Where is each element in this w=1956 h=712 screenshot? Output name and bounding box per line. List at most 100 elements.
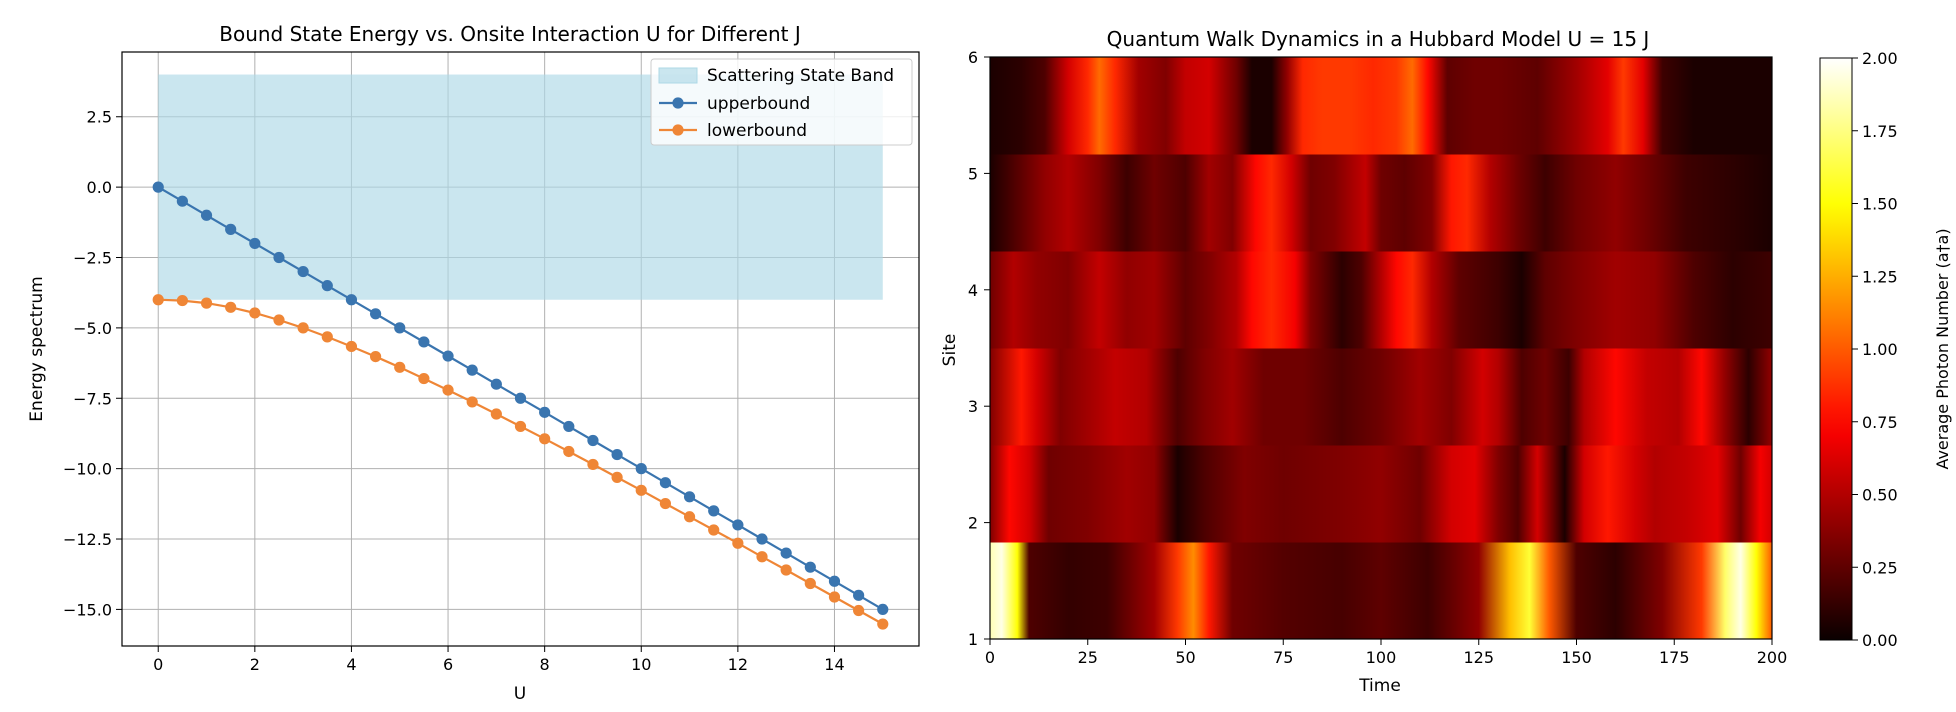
heatmap-rows xyxy=(990,57,1772,640)
line-chart-legend: Scattering State Band upperbound lowerboun… xyxy=(650,58,913,146)
y-tick-label: −7.5 xyxy=(73,389,112,408)
lowerbound-point xyxy=(683,511,696,523)
lowerbound-point xyxy=(152,294,164,306)
series-lowerbound xyxy=(152,294,889,630)
upperbound-point xyxy=(273,251,285,264)
lowerbound-point xyxy=(394,361,406,373)
heatmap-row-site-4 xyxy=(990,251,1772,349)
upperbound-point xyxy=(756,533,768,545)
heatmap-y-tick-label: 3 xyxy=(968,397,978,416)
lowerbound-point xyxy=(611,471,623,483)
upperbound-point xyxy=(635,463,647,475)
line-chart-panel: Bound State Energy vs. Onsite Interactio… xyxy=(27,22,920,704)
upperbound-point xyxy=(514,392,527,404)
y-tick-label: −2.5 xyxy=(73,249,112,268)
lowerbound-point xyxy=(708,524,720,536)
series-upperbound xyxy=(152,181,889,616)
colorbar-tick-label: 0.75 xyxy=(1862,413,1898,432)
lowerbound-point xyxy=(828,591,841,603)
x-tick-label: 10 xyxy=(631,655,651,674)
colorbar-tick-label: 1.00 xyxy=(1862,340,1898,359)
colorbar-tick-label: 0.25 xyxy=(1862,558,1898,577)
colorbar xyxy=(1820,58,1852,640)
line-chart-ylabel: Energy spectrum xyxy=(27,276,47,421)
lowerbound-point xyxy=(514,420,527,433)
heatmap-xlabel: Time xyxy=(1358,676,1401,696)
upperbound-point xyxy=(563,420,575,433)
y-tick-label: 0.0 xyxy=(87,178,112,197)
upperbound-point xyxy=(611,448,623,461)
heatmap-x-tick-label: 200 xyxy=(1757,648,1788,667)
heatmap-y-tick-label: 1 xyxy=(968,630,978,649)
x-tick-label: 14 xyxy=(824,655,844,674)
upperbound-point xyxy=(853,589,865,601)
upperbound-point xyxy=(345,294,358,306)
upperbound-point xyxy=(442,350,454,362)
upperbound-point xyxy=(732,519,744,531)
colorbar-tick-label: 0.00 xyxy=(1862,631,1898,650)
upperbound-point xyxy=(708,505,720,517)
upperbound-point xyxy=(394,322,406,334)
legend-band-swatch xyxy=(658,67,698,84)
lowerbound-point xyxy=(780,564,792,576)
line-chart-frame xyxy=(121,51,920,647)
lowerbound-point xyxy=(490,408,502,420)
upperbound-point xyxy=(369,308,382,320)
upperbound-point xyxy=(780,547,792,559)
upperbound-point xyxy=(466,364,478,376)
upperbound-point xyxy=(225,223,237,235)
x-tick-label: 4 xyxy=(346,655,356,674)
lowerbound-point xyxy=(345,340,358,353)
upperbound-point xyxy=(200,209,213,221)
x-tick-label: 6 xyxy=(443,655,453,674)
heatmap-y-tick-label: 2 xyxy=(968,514,978,533)
line-chart-ticks: 0 2 4 6 8 10 12 14 2.5 0.0 −2.5 −5.0 −7.5 −10.0 −12.5 −… xyxy=(63,108,845,674)
legend-lowerbound-marker xyxy=(672,124,684,136)
upperbound-point xyxy=(804,561,816,573)
x-tick-label: 0 xyxy=(153,655,163,674)
heatmap-y-tick-label: 6 xyxy=(968,48,978,67)
heatmap-y-tick-label: 4 xyxy=(968,281,978,300)
y-tick-label: −15.0 xyxy=(63,600,112,619)
line-chart-xlabel: U xyxy=(514,684,526,704)
lowerbound-point xyxy=(659,497,672,510)
heatmap-x-tick-label: 175 xyxy=(1659,648,1690,667)
lowerbound-point xyxy=(466,396,478,408)
colorbar-tick-label: 0.50 xyxy=(1862,486,1898,505)
heatmap-ticks: 0 25 50 75 100 125 150 175 200 1 2 3 4 5 6 xyxy=(968,48,1787,667)
lowerbound-point xyxy=(297,322,309,334)
lowerbound-point xyxy=(853,604,865,617)
upperbound-point xyxy=(828,575,841,587)
upperbound-point xyxy=(176,195,188,207)
upperbound-point xyxy=(877,603,889,616)
lowerbound-point xyxy=(418,372,430,385)
x-tick-label: 2 xyxy=(250,655,260,674)
upperbound-point xyxy=(152,181,164,193)
legend-upperbound-label: upperbound xyxy=(707,94,810,114)
y-tick-label: 2.5 xyxy=(87,108,112,127)
legend-box xyxy=(650,58,913,146)
heatmap-row-site-6 xyxy=(990,57,1772,155)
x-tick-label: 12 xyxy=(728,655,748,674)
upperbound-point xyxy=(683,491,696,503)
legend-lowerbound-label: lowerbound xyxy=(707,121,807,141)
upperbound-point xyxy=(659,477,672,489)
lowerbound-point xyxy=(756,551,768,563)
upperbound-point xyxy=(418,336,430,348)
line-chart-series-layer xyxy=(152,181,889,630)
heatmap-x-tick-label: 50 xyxy=(1175,648,1195,667)
heatmap-row-site-5 xyxy=(990,154,1772,252)
heatmap-x-tick-label: 25 xyxy=(1078,648,1098,667)
heatmap-x-tick-label: 0 xyxy=(985,648,995,667)
lowerbound-point xyxy=(200,297,213,309)
lowerbound-point xyxy=(539,433,551,445)
heatmap-x-tick-label: 100 xyxy=(1366,648,1397,667)
line-chart-title: Bound State Energy vs. Onsite Interactio… xyxy=(219,22,801,46)
lowerbound-point xyxy=(587,458,599,471)
lowerbound-point xyxy=(635,484,647,496)
heatmap-row-site-2 xyxy=(990,445,1772,543)
heatmap-ylabel: Site xyxy=(940,334,960,367)
upperbound-point xyxy=(297,265,309,278)
colorbar-tick-label: 1.75 xyxy=(1862,122,1898,141)
